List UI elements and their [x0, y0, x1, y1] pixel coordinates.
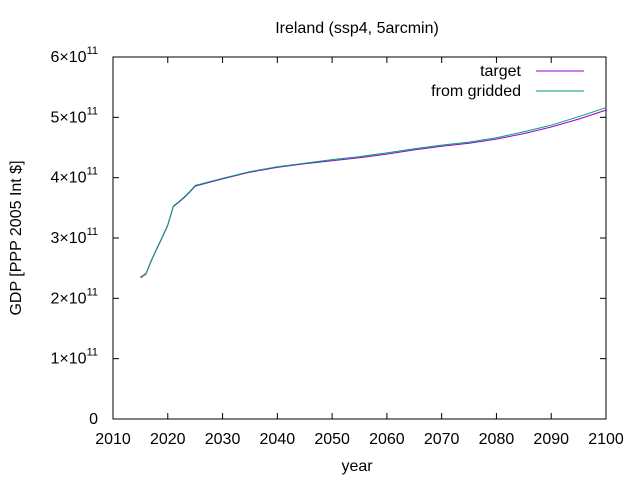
x-tick-label: 2070	[424, 431, 460, 448]
y-tick-label: 1×1011	[51, 347, 98, 368]
x-axis-label: year	[341, 458, 373, 475]
y-tick-label: 3×1011	[51, 226, 98, 247]
y-tick-exponent: 11	[87, 286, 98, 298]
y-tick-exponent: 11	[87, 45, 98, 57]
y-tick-mantissa: 3×10	[51, 230, 87, 247]
y-axis-label: GDP [PPP 2005 Int $]	[8, 160, 25, 315]
x-tick-label: 2060	[369, 431, 405, 448]
y-tick-label: 5×1011	[51, 105, 98, 126]
y-tick-mantissa: 2×10	[51, 290, 87, 307]
series-line-target	[140, 109, 607, 279]
series-line-from-gridded	[140, 107, 607, 278]
y-tick-mantissa: 5×10	[51, 109, 87, 126]
y-tick-label: 6×1011	[51, 45, 98, 66]
x-tick-label: 2100	[588, 431, 624, 448]
y-tick-mantissa: 4×10	[51, 170, 87, 187]
x-tick-label: 2040	[260, 431, 296, 448]
plot-frame	[112, 56, 607, 420]
x-tick-label: 2020	[150, 431, 186, 448]
x-tick-label: 2030	[205, 431, 241, 448]
legend-label-target: target	[480, 63, 521, 80]
x-tick-label: 2010	[95, 431, 131, 448]
y-tick-exponent: 11	[87, 226, 98, 238]
x-tick-label: 2080	[479, 431, 515, 448]
x-axis-ticks: 2010 2020 2030 2040 2050 2060 2070 2080 2090 2100	[95, 57, 624, 448]
y-tick-mantissa: 1×10	[51, 351, 87, 368]
chart-title: Ireland (ssp4, 5arcmin)	[275, 20, 439, 37]
legend: target from gridded	[431, 63, 584, 100]
y-tick-mantissa: 6×10	[51, 49, 87, 66]
legend-label-from-gridded: from gridded	[431, 83, 521, 100]
y-tick-label: 4×1011	[51, 166, 98, 187]
y-tick-mantissa: 0	[89, 411, 98, 428]
x-tick-label: 2090	[533, 431, 569, 448]
y-tick-label: 0	[89, 411, 98, 428]
series-lines	[140, 107, 607, 279]
y-tick-label: 2×1011	[51, 286, 98, 307]
x-tick-label: 2050	[314, 431, 350, 448]
y-tick-exponent: 11	[87, 105, 98, 117]
y-tick-exponent: 11	[87, 166, 98, 178]
y-tick-exponent: 11	[87, 347, 98, 359]
